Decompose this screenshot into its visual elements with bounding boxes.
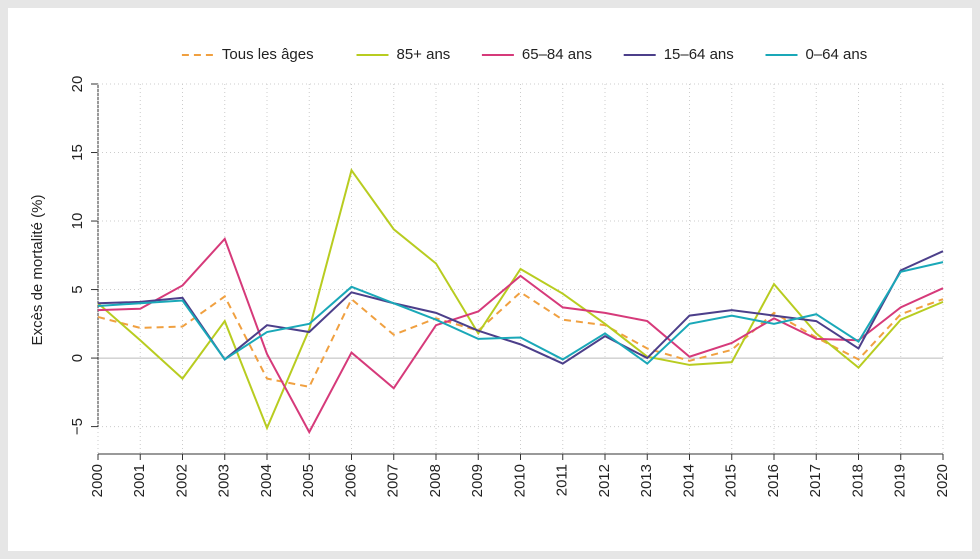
legend-label: Tous les âges [222, 46, 314, 63]
x-tick-label: 2000 [89, 464, 106, 497]
panel [8, 8, 972, 551]
legend-label: 85+ ans [397, 46, 451, 63]
legend-label: 65–84 ans [522, 46, 592, 63]
x-tick-label: 2007 [385, 464, 402, 497]
x-tick-label: 2014 [680, 464, 697, 497]
x-tick-label: 2020 [934, 464, 951, 497]
x-tick-label: 2003 [216, 464, 233, 497]
x-tick-label: 2008 [427, 464, 444, 497]
x-tick-label: 2005 [300, 464, 317, 497]
x-tick-label: 2001 [131, 464, 148, 497]
y-tick-label: −5 [69, 418, 86, 435]
series-line [97, 250, 944, 365]
x-tick-label: 2011 [554, 464, 571, 496]
series-line [97, 291, 944, 388]
x-tick-label: 2009 [469, 464, 486, 497]
x-tick-label: 2013 [638, 464, 655, 497]
y-tick-label: 5 [69, 285, 86, 293]
y-tick-label: 0 [69, 354, 86, 362]
y-tick-label: 20 [69, 76, 86, 93]
x-tick-label: 2010 [511, 464, 528, 497]
x-tick-label: 2012 [596, 464, 613, 497]
legend-label: 0–64 ans [806, 46, 868, 63]
y-tick-label: 15 [69, 144, 86, 161]
x-tick-label: 2018 [849, 464, 866, 497]
series-line [97, 261, 944, 365]
x-tick-label: 2016 [765, 464, 782, 497]
x-tick-label: 2004 [258, 464, 275, 497]
x-tick-label: 2015 [723, 464, 740, 497]
y-tick-label: 10 [69, 213, 86, 230]
x-tick-label: 2019 [892, 464, 909, 497]
x-tick-label: 2002 [173, 464, 190, 497]
legend-label: 15–64 ans [664, 46, 734, 63]
y-axis-label: Excès de mortalité (%) [29, 195, 46, 346]
x-tick-label: 2006 [342, 464, 359, 497]
series-line [97, 236, 944, 435]
x-tick-label: 2017 [807, 464, 824, 497]
